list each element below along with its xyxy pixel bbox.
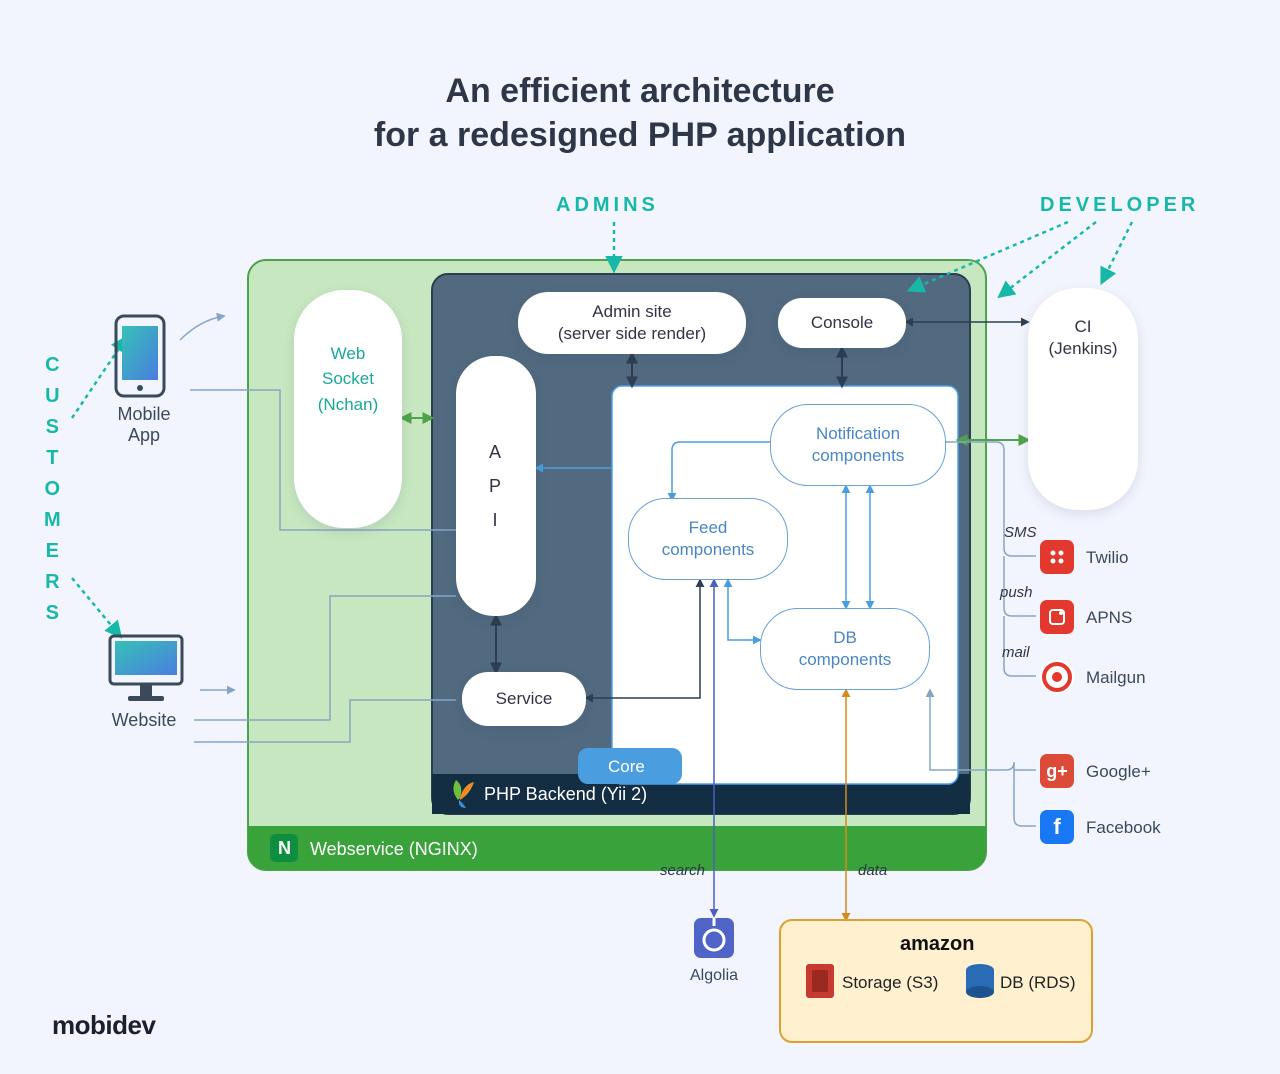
facebook-icon: f	[1040, 810, 1074, 844]
mailgun-label: Mailgun	[1086, 668, 1146, 688]
mobile-icon	[116, 316, 164, 396]
facebook-label: Facebook	[1086, 818, 1161, 838]
service-label: Service	[496, 688, 553, 710]
console-node: Console	[778, 298, 906, 348]
sms-edge-label: SMS	[1004, 524, 1037, 541]
notification-label: Notificationcomponents	[812, 423, 905, 467]
gplus-label: Google+	[1086, 762, 1151, 782]
gplus-icon: g+	[1040, 754, 1074, 788]
dev-arrow-console	[910, 222, 1068, 290]
api-node: API	[456, 356, 536, 616]
notification-node: Notificationcomponents	[770, 404, 946, 486]
aws-rds-label: DB (RDS)	[1000, 973, 1076, 992]
mail-edge-label: mail	[1002, 644, 1030, 661]
title-line2: for a redesigned PHP application	[0, 116, 1280, 155]
mobile-label: MobileApp	[104, 404, 184, 446]
db-label: DBcomponents	[799, 627, 892, 671]
admin-site-node: Admin site(server side render)	[518, 292, 746, 354]
algolia-label: Algolia	[690, 967, 738, 984]
edge-db-fb	[1014, 770, 1036, 826]
dev-arrow-ci	[1102, 222, 1132, 282]
aws-title: amazon	[900, 933, 974, 955]
admin-site-label: Admin site(server side render)	[558, 301, 706, 345]
s3-icon	[806, 964, 834, 998]
console-label: Console	[811, 312, 873, 334]
cust-website-arrow	[72, 578, 120, 636]
dev-arrow-backend	[1000, 222, 1096, 296]
aws-s3-label: Storage (S3)	[842, 973, 938, 992]
webservice-label: Webservice (NGINX)	[310, 839, 478, 859]
developer-label: DEVELOPER	[1040, 194, 1199, 217]
feed-label: Feedcomponents	[662, 517, 755, 561]
customers-label: CUSTOMERS	[44, 350, 62, 629]
websocket-label: WebSocket(Nchan)	[318, 341, 378, 418]
core-label: Core	[608, 757, 645, 776]
title-line1: An efficient architecture	[0, 72, 1280, 111]
brand-logo: mobidev	[52, 1010, 155, 1041]
twilio-label: Twilio	[1086, 548, 1129, 568]
websocket-node: WebSocket(Nchan)	[294, 290, 402, 528]
website-icon	[110, 636, 182, 701]
edge-mobile-ws	[180, 316, 224, 340]
data-edge-label: data	[858, 862, 887, 879]
website-label: Website	[104, 710, 184, 731]
apns-label: APNS	[1086, 608, 1132, 628]
apns-icon	[1040, 600, 1074, 634]
admins-label: ADMINS	[556, 194, 659, 217]
mailgun-icon	[1040, 660, 1074, 694]
search-edge-label: search	[660, 862, 705, 879]
push-edge-label: push	[1000, 584, 1033, 601]
twilio-icon	[1040, 540, 1074, 574]
php-backend-label: PHP Backend (Yii 2)	[484, 784, 647, 804]
ci-node: CI(Jenkins)	[1028, 288, 1138, 510]
api-label: API	[489, 435, 503, 538]
service-node: Service	[462, 672, 586, 726]
feed-node: Feedcomponents	[628, 498, 788, 580]
ci-label: CI(Jenkins)	[1049, 316, 1118, 360]
db-node: DBcomponents	[760, 608, 930, 690]
rds-icon	[966, 964, 994, 998]
svg-text:N: N	[278, 838, 291, 858]
